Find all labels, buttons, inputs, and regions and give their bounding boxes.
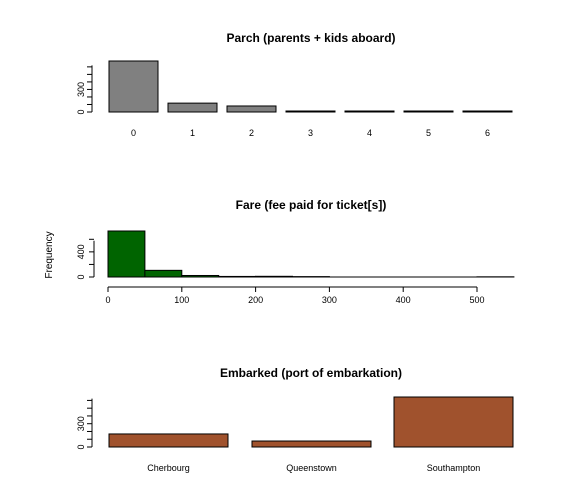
fare-histogram-bars [107,230,515,278]
fare-x-tick-label: 100 [174,295,189,305]
embarked-bars [108,396,514,448]
embarked-bar [108,433,229,448]
embarked-x-tick-label: Cherbourg [147,463,190,473]
parch-x-tick-label: 4 [367,128,372,138]
embarked-x-tick-label: Southampton [427,463,481,473]
parch-bar [344,110,395,113]
parch-x-tick-label: 1 [190,128,195,138]
panel-parch: Parch (parents + kids aboard) 0 1 2 3 4 5 6 0 3… [76,31,513,138]
parch-y-tick-label: 0 [76,109,86,114]
fare-x-tick-label: 300 [322,295,337,305]
fare-x-tick-label: 400 [396,295,411,305]
fare-x-tick-label: 500 [469,295,484,305]
parch-bar [226,105,277,113]
fare-y-tick-label: 400 [76,244,86,259]
embarked-title: Embarked (port of embarkation) [220,366,402,380]
fare-y-axis: 0 400 [76,238,95,280]
parch-bar [462,110,513,113]
embarked-bar [251,440,372,448]
parch-bar [108,60,159,113]
fare-x-tick-label: 200 [248,295,263,305]
fare-title: Fare (fee paid for ticket[s]) [236,198,387,212]
parch-x-tick-label: 6 [485,128,490,138]
fare-histogram-bar [144,269,183,278]
embarked-x-tick-labels: Cherbourg Queenstown Southampton [147,463,480,473]
parch-x-tick-label: 5 [426,128,431,138]
parch-bar [167,102,218,113]
parch-x-tick-labels: 0 1 2 3 4 5 6 [131,128,490,138]
embarked-y-tick-label: 300 [76,416,86,431]
parch-x-tick-label: 3 [308,128,313,138]
parch-bar [285,110,336,113]
parch-bars [108,60,513,113]
panel-fare: Fare (fee paid for ticket[s]) Frequency … [44,198,515,305]
fare-y-axis-label: Frequency [44,231,55,278]
fare-x-axis: 0 100 200 300 400 500 [105,286,485,305]
parch-bar [403,110,454,113]
panel-embarked: Embarked (port of embarkation) Cherbourg… [76,366,514,473]
fare-histogram-bar [107,230,146,278]
parch-x-tick-label: 0 [131,128,136,138]
fare-y-tick-label: 0 [76,274,86,279]
embarked-y-tick-label: 0 [76,444,86,449]
parch-title: Parch (parents + kids aboard) [226,31,395,45]
parch-y-axis: 0 300 [76,65,93,115]
parch-y-tick-label: 300 [76,82,86,97]
embarked-bar [393,396,514,448]
parch-x-tick-label: 2 [249,128,254,138]
embarked-x-tick-label: Queenstown [286,463,337,473]
fare-x-tick-label: 0 [105,295,110,305]
embarked-y-axis: 0 300 [76,398,93,450]
